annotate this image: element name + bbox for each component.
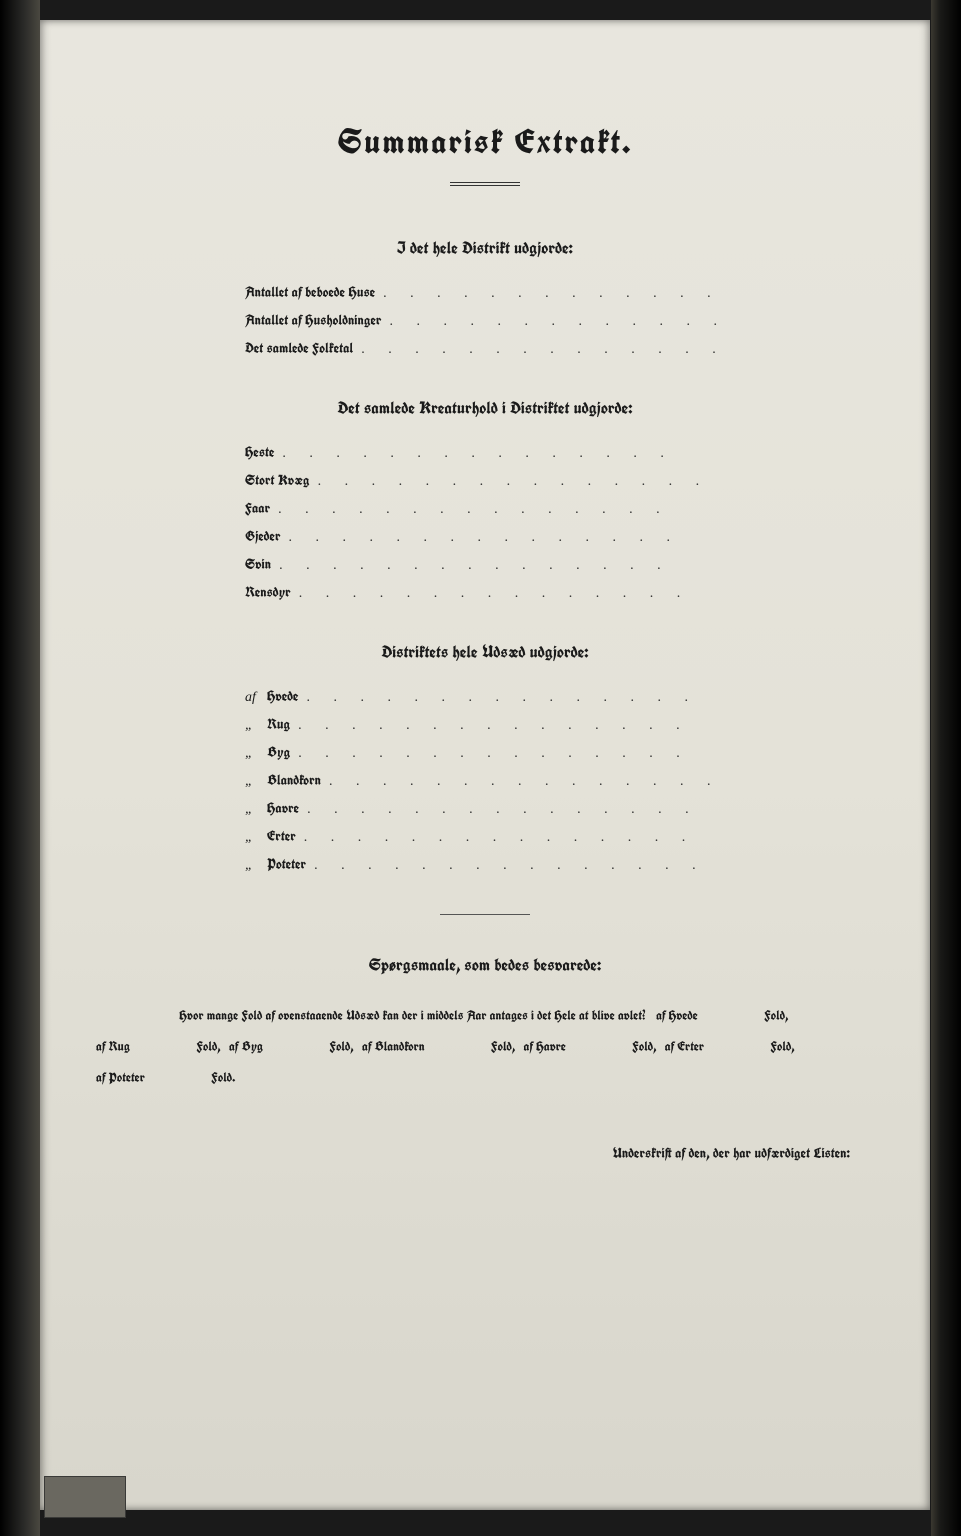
item-label: Erter: [267, 827, 304, 845]
leader-dots: . . . . . . . . . . . . . . .: [383, 286, 725, 302]
leader-dots: . . . . . . . . . . . . . . .: [306, 690, 725, 706]
list-item: Det samlede Folketal . . . . . . . . . .…: [245, 339, 725, 358]
item-label: Rensdyr: [245, 583, 299, 601]
item-label: Faar: [245, 499, 278, 517]
crop-fold: Fold,: [329, 1038, 353, 1055]
leader-dots: . . . . . . . . . . . . . . .: [278, 502, 725, 518]
question-intro: Hvor mange Fold af ovenstaaende Udsæd ka…: [179, 1007, 645, 1024]
item-label: Hvede: [267, 687, 306, 705]
item-label: Svin: [245, 555, 279, 573]
crop-fold: Fold,: [491, 1038, 515, 1055]
document-page: Summarisk Extrakt. I det hele Distrikt u…: [40, 20, 930, 1510]
question-text: af Poteter Fold.: [90, 1062, 880, 1093]
section-rows: Heste . . . . . . . . . . . . . . . Stor…: [245, 443, 725, 602]
title-rule: [450, 182, 520, 186]
item-label: Blandkorn: [267, 771, 329, 789]
section-rows: Antallet af beboede Huse . . . . . . . .…: [245, 283, 725, 358]
item-label: Antallet af beboede Huse: [245, 283, 383, 301]
leader-dots: . . . . . . . . . . . . . . .: [299, 586, 725, 602]
crop-af: af Blandkorn: [362, 1038, 425, 1055]
list-item: Rensdyr . . . . . . . . . . . . . . .: [245, 583, 725, 602]
item-prefix: „: [245, 746, 267, 762]
list-item: Stort Kvæg . . . . . . . . . . . . . . .: [245, 471, 725, 490]
item-prefix: „: [245, 858, 267, 874]
item-label: Rug: [267, 715, 298, 733]
question-heading: Spørgsmaale, som bedes besvarede:: [90, 953, 880, 976]
section-heading: Det samlede Kreaturhold i Distriktet udg…: [90, 396, 880, 419]
book-spine-left: [0, 0, 40, 1536]
crop-fold: Fold,: [770, 1038, 794, 1055]
book-spine-right: [931, 0, 961, 1536]
section-heading: Distriktets hele Udsæd udgjorde:: [90, 640, 880, 663]
archive-tab: [44, 1476, 126, 1518]
list-item: Gjeder . . . . . . . . . . . . . . .: [245, 527, 725, 546]
list-item: „ Havre . . . . . . . . . . . . . . .: [245, 799, 725, 818]
item-prefix: „: [245, 774, 267, 790]
leader-dots: . . . . . . . . . . . . . . .: [282, 446, 725, 462]
crop-fold: Fold,: [632, 1038, 656, 1055]
list-item: Antallet af Husholdninger . . . . . . . …: [245, 311, 725, 330]
list-item: „ Poteter . . . . . . . . . . . . . . .: [245, 855, 725, 874]
item-prefix: „: [245, 802, 267, 818]
item-label: Gjeder: [245, 527, 289, 545]
section-rows: af Hvede . . . . . . . . . . . . . . . „…: [245, 687, 725, 874]
item-label: Antallet af Husholdninger: [245, 311, 389, 329]
crop-fold: Fold.: [211, 1069, 235, 1086]
list-item: „ Erter . . . . . . . . . . . . . . .: [245, 827, 725, 846]
leader-dots: . . . . . . . . . . . . . . .: [289, 530, 726, 546]
list-item: „ Rug . . . . . . . . . . . . . . .: [245, 715, 725, 734]
crop-af: af Hvede: [656, 1007, 698, 1024]
leader-dots: . . . . . . . . . . . . . . .: [361, 342, 725, 358]
list-item: Svin . . . . . . . . . . . . . . .: [245, 555, 725, 574]
crop-af: af Havre: [524, 1038, 566, 1055]
signature-line: Underskrift af den, der har udfærdiget L…: [90, 1144, 880, 1162]
list-item: „ Blandkorn . . . . . . . . . . . . . . …: [245, 771, 725, 790]
list-item: Heste . . . . . . . . . . . . . . .: [245, 443, 725, 462]
leader-dots: . . . . . . . . . . . . . . .: [279, 558, 725, 574]
leader-dots: . . . . . . . . . . . . . . .: [314, 858, 725, 874]
item-label: Havre: [267, 799, 307, 817]
leader-dots: . . . . . . . . . . . . . . .: [298, 746, 725, 762]
crop-af: af Byg: [229, 1038, 263, 1055]
item-label: Poteter: [267, 855, 314, 873]
question-text: af Rug Fold, af Byg Fold, af Blandkorn F…: [90, 1031, 880, 1062]
item-label: Heste: [245, 443, 282, 461]
crop-fold: Fold,: [764, 1007, 788, 1024]
leader-dots: . . . . . . . . . . . . . . .: [298, 718, 725, 734]
item-prefix: af: [245, 690, 267, 706]
question-block: Spørgsmaale, som bedes besvarede: Hvor m…: [90, 953, 880, 1094]
crop-fold: Fold,: [196, 1038, 220, 1055]
crop-af: af Poteter: [96, 1069, 145, 1086]
item-prefix: „: [245, 718, 267, 734]
leader-dots: . . . . . . . . . . . . . . .: [389, 314, 725, 330]
item-label: Det samlede Folketal: [245, 339, 361, 357]
item-label: Stort Kvæg: [245, 471, 318, 489]
leader-dots: . . . . . . . . . . . . . . .: [307, 802, 725, 818]
crop-af: af Rug: [96, 1038, 130, 1055]
list-item: Antallet af beboede Huse . . . . . . . .…: [245, 283, 725, 302]
leader-dots: . . . . . . . . . . . . . . .: [304, 830, 725, 846]
list-item: af Hvede . . . . . . . . . . . . . . .: [245, 687, 725, 706]
list-item: Faar . . . . . . . . . . . . . . .: [245, 499, 725, 518]
page-title: Summarisk Extrakt.: [90, 120, 880, 164]
item-prefix: „: [245, 830, 267, 846]
list-item: „ Byg . . . . . . . . . . . . . . .: [245, 743, 725, 762]
section-heading: I det hele Distrikt udgjorde:: [90, 236, 880, 259]
crop-af: af Erter: [665, 1038, 704, 1055]
section-rule: [440, 914, 530, 915]
question-text: Hvor mange Fold af ovenstaaende Udsæd ka…: [90, 1000, 880, 1031]
leader-dots: . . . . . . . . . . . . . . .: [318, 474, 725, 490]
item-label: Byg: [267, 743, 298, 761]
leader-dots: . . . . . . . . . . . . . . .: [329, 774, 725, 790]
